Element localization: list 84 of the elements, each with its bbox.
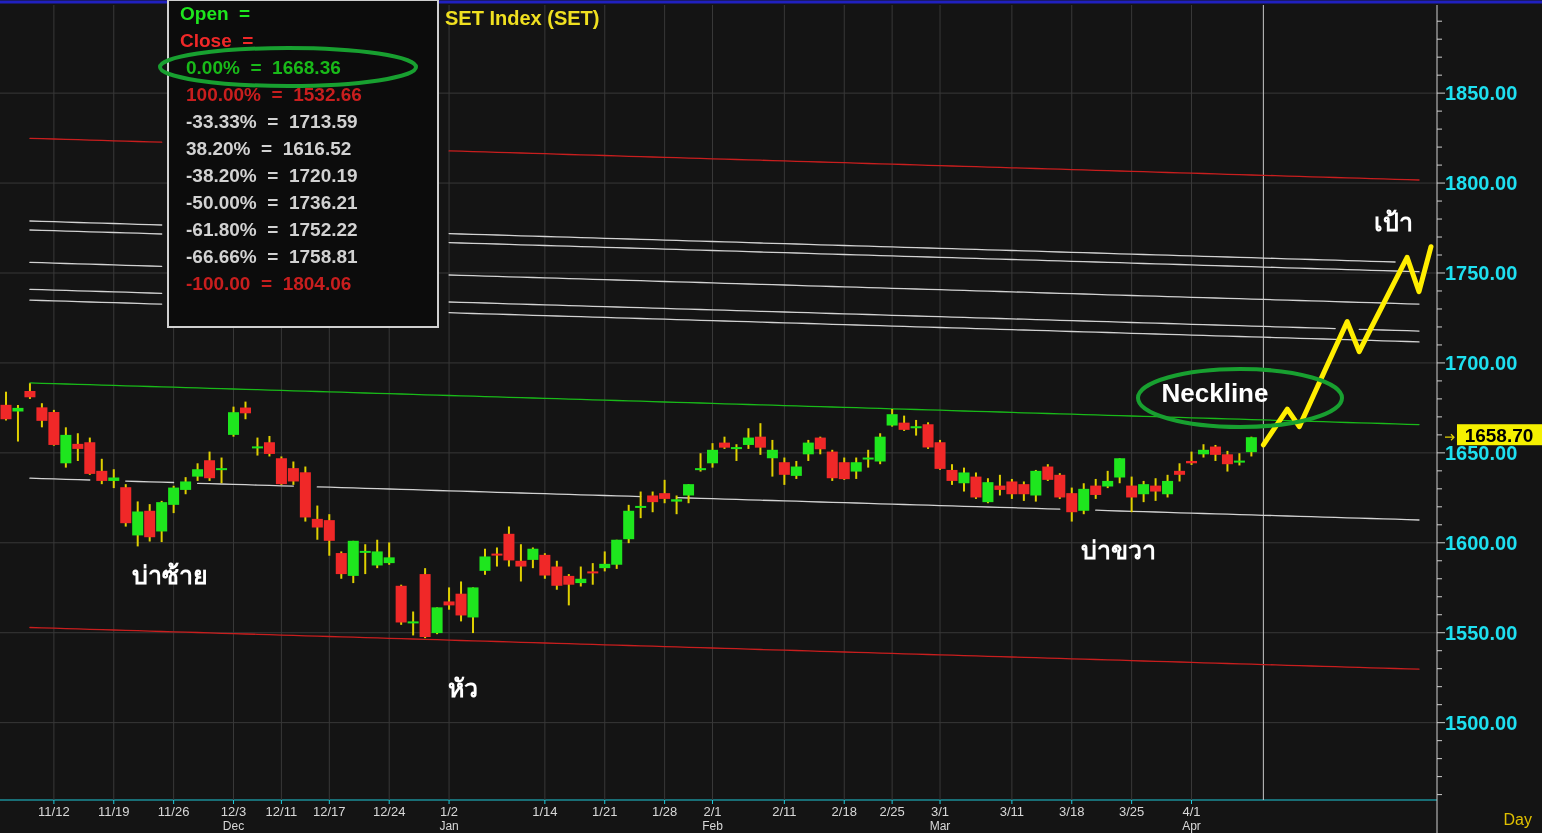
annotation: -61.80% = 1752.22	[186, 219, 358, 240]
candlestick	[575, 565, 587, 588]
candlestick	[335, 550, 347, 580]
candlestick	[1090, 477, 1102, 500]
candlestick	[1114, 457, 1126, 485]
candlestick	[742, 427, 754, 450]
candlestick	[982, 477, 994, 505]
x-tick-label: 2/11	[772, 804, 797, 819]
candlestick	[407, 610, 419, 637]
candlestick	[910, 418, 922, 437]
x-tick-label: 11/12	[38, 804, 70, 819]
annotation: บ่าขวา	[1080, 536, 1156, 564]
x-tick-label: 2/18	[831, 804, 857, 819]
candlestick	[1162, 473, 1174, 499]
x-tick-label: 3/1 Mar	[929, 804, 951, 833]
candlestick	[970, 471, 982, 500]
x-tick-label: 2/25	[879, 804, 905, 819]
candlestick	[587, 562, 599, 586]
candlestick	[1174, 462, 1186, 483]
candlestick	[778, 456, 790, 486]
candlestick	[754, 422, 766, 456]
annotation: 0.00% = 1668.36	[186, 57, 341, 78]
candlestick	[515, 543, 527, 583]
x-tick-label: 1/14	[532, 804, 558, 819]
x-tick-label: 11/19	[97, 804, 130, 819]
line-series	[29, 626, 1420, 670]
annotation: บ่าซ้าย	[132, 561, 208, 589]
annotation: -33.33% = 1713.59	[186, 111, 358, 132]
y-tick-label: 1600.00	[1445, 531, 1518, 554]
y-tick-label: 1500.00	[1445, 711, 1518, 734]
x-tick-label: 11/26	[157, 804, 190, 819]
x-tick-label: 1/21	[592, 804, 618, 819]
candlestick	[766, 438, 778, 478]
y-tick-label: 1700.00	[1445, 351, 1518, 374]
candlestick	[527, 546, 539, 570]
x-tick-label: 4/1 Apr	[1182, 804, 1201, 833]
annotation: -66.66% = 1758.81	[186, 246, 359, 267]
annotation: Close =	[180, 30, 254, 51]
candlestick	[958, 466, 970, 493]
candlestick	[263, 434, 275, 458]
annotation: 100.00% = 1532.66	[186, 84, 362, 105]
candlestick	[802, 438, 814, 462]
x-axis-title: Day	[1503, 811, 1532, 828]
candlestick	[707, 442, 719, 469]
candlestick	[671, 494, 683, 516]
annotation: -38.20% = 1720.19	[186, 165, 358, 186]
candlestick	[479, 547, 491, 576]
x-tick-label: 12/11	[265, 804, 298, 819]
candlestick	[228, 405, 240, 438]
x-tick-label: 3/18	[1059, 804, 1085, 819]
x-tick-label: 12/24	[372, 804, 406, 819]
candlestick	[204, 450, 216, 482]
x-tick-label: 2/1 Feb	[702, 804, 724, 833]
y-tick-label: 1750.00	[1445, 262, 1518, 284]
candlestick	[730, 443, 742, 462]
candlestick	[683, 483, 695, 505]
line-series	[29, 382, 1420, 426]
x-tick-label: 3/25	[1118, 804, 1145, 819]
y-tick-label: 1800.00	[1445, 172, 1518, 195]
x-tick-label: 1/2 Jan	[439, 804, 459, 833]
candlestick	[635, 490, 647, 520]
annotation: -100.00 = 1804.06	[186, 273, 352, 294]
candlestick	[850, 456, 862, 480]
x-tick-label: 12/17	[313, 804, 346, 819]
x-tick-label: 1/28	[651, 804, 678, 819]
x-tick-label: 3/11	[999, 804, 1025, 819]
candlestick	[1078, 482, 1090, 516]
candlestick	[0, 390, 12, 422]
y-tick-label: 1550.00	[1445, 621, 1518, 644]
annotation: หัว	[448, 674, 478, 702]
candlestick	[1126, 475, 1138, 514]
candlestick	[695, 452, 707, 473]
x-tick-label: 12/3 Dec	[220, 804, 247, 833]
candlestick	[1138, 479, 1150, 504]
chart-title: SET Index (SET)	[445, 7, 600, 29]
annotation: -50.00% = 1736.21	[186, 192, 359, 213]
candlestick	[132, 500, 144, 548]
annotation: เป้า	[1373, 208, 1413, 236]
candlestick	[216, 456, 228, 485]
annotation: Open =	[180, 3, 251, 24]
annotation: 38.20% = 1616.52	[186, 138, 352, 159]
candlestick	[1150, 477, 1162, 502]
candlestick	[946, 463, 958, 486]
y-tick-label: 1850.00	[1445, 82, 1518, 105]
